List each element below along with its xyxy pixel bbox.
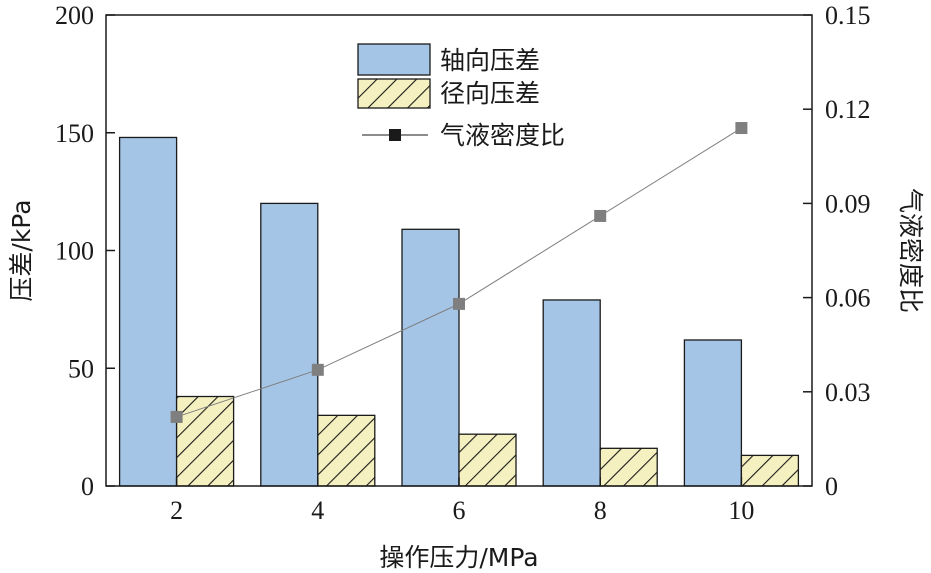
point-density-ratio-6	[453, 297, 465, 310]
legend-label-density-ratio: 气液密度比	[440, 121, 565, 150]
y2-tick-label-0.03: 0.03	[825, 378, 871, 407]
bar-axial-2	[118, 136, 178, 487]
y-tick-label-100: 100	[55, 237, 94, 266]
legend-swatch-radial	[357, 78, 431, 109]
y-axis-title: 压差/kPa	[7, 199, 36, 301]
point-density-ratio-2	[170, 410, 183, 423]
bars-layer	[118, 136, 800, 487]
bar-radial-8	[599, 447, 658, 487]
bar-radial-4	[317, 414, 376, 487]
x-axis-title: 操作压力/MPa	[379, 543, 538, 572]
axes-layer: 0 50 100 150 200 0 0.03 0.06 0.09 0.12 0.15 2 4 6 8 10 操…	[7, 1, 925, 572]
bar-radial-2	[175, 395, 235, 487]
x-tick-label-6: 6	[453, 496, 466, 525]
y-tick-label-150: 150	[55, 119, 94, 148]
bar-axial-4	[260, 202, 319, 487]
bar-axial-6	[401, 228, 460, 487]
point-density-ratio-4	[311, 363, 324, 376]
bar-axial-8	[542, 299, 601, 487]
bar-radial-10	[740, 454, 800, 487]
point-density-ratio-10	[735, 122, 748, 135]
y2-tick-label-0.06: 0.06	[825, 284, 871, 313]
x-tick-label-2: 2	[170, 496, 183, 525]
y2-tick-label-0.09: 0.09	[825, 189, 871, 218]
legend-swatch-axial	[357, 43, 431, 76]
legend-label-radial: 径向压差	[440, 79, 540, 108]
point-density-ratio-8	[594, 209, 607, 222]
y2-tick-label-0.15: 0.15	[825, 1, 871, 30]
y-tick-label-0: 0	[81, 472, 94, 501]
x-tick-label-8: 8	[594, 496, 607, 525]
legend-label-axial: 轴向压差	[440, 46, 540, 75]
bar-radial-6	[458, 433, 517, 487]
y2-tick-label-0: 0	[825, 472, 838, 501]
legend-marker-density-ratio	[389, 129, 401, 141]
bar-axial-10	[683, 339, 743, 487]
y2-axis-title: 气液密度比	[896, 188, 925, 313]
line-layer	[170, 122, 748, 423]
y-tick-label-50: 50	[68, 354, 94, 383]
y-tick-label-200: 200	[55, 1, 94, 30]
y2-tick-label-0.12: 0.12	[825, 95, 871, 124]
x-tick-label-10: 10	[728, 496, 754, 525]
x-tick-label-4: 4	[311, 496, 324, 525]
